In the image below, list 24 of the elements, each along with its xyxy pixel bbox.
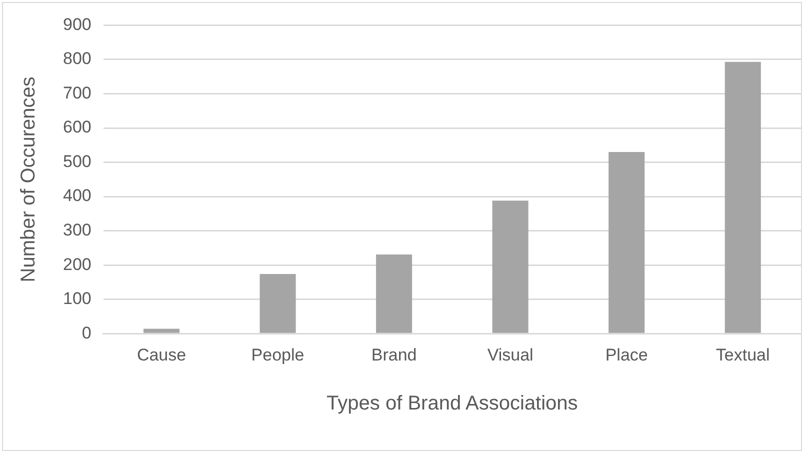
y-axis-title: Number of Occurences [18,76,40,282]
x-tick-label: Textual [716,345,770,364]
y-tick-label: 900 [62,14,92,34]
x-tick-label: Brand [371,345,417,364]
y-tick-label: 600 [62,118,92,137]
y-tick-label: 400 [62,186,92,206]
x-tick-label: Place [605,345,648,364]
bar [260,274,296,333]
y-tick-label: 700 [62,83,92,102]
y-tick-label: 100 [62,289,92,308]
y-tick-label: 800 [62,49,92,68]
bar [724,62,761,333]
bar [376,254,412,333]
y-tick-label: 0 [82,323,92,342]
bar [143,328,180,333]
y-tick-label: 500 [62,152,92,171]
y-tick-label: 200 [62,254,92,274]
bar [492,200,528,333]
x-axis-title: Types of Brand Associations [326,392,578,415]
y-tick-label: 300 [62,220,92,240]
x-tick-label: People [251,345,304,364]
x-tick-label: Cause [136,345,186,364]
bar [608,152,645,333]
x-tick-label: Visual [487,345,534,364]
